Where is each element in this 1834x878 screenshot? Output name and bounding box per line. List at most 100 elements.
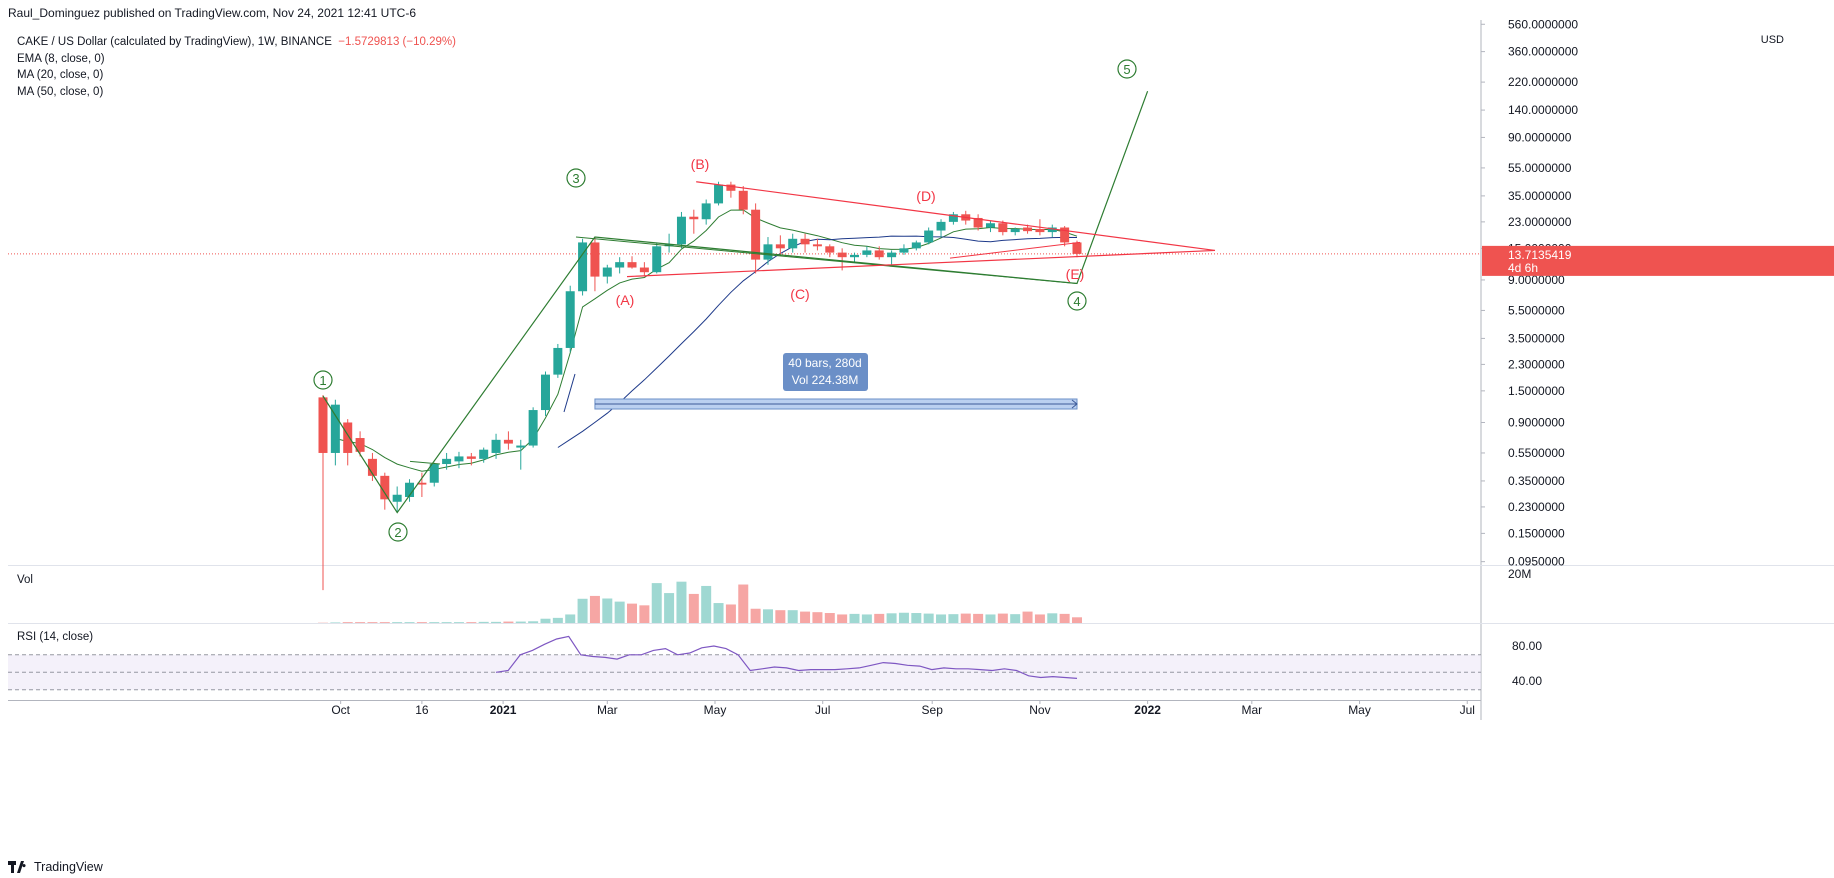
time-tick-label: 2022 bbox=[1134, 703, 1161, 717]
candle bbox=[738, 186, 748, 215]
candle bbox=[639, 262, 649, 277]
candle bbox=[503, 431, 513, 450]
volume-bar bbox=[812, 612, 823, 623]
volume-bar bbox=[1059, 613, 1070, 623]
candle-body bbox=[948, 214, 958, 222]
rsi-axis-label: 80.00 bbox=[1512, 639, 1542, 653]
current-price-value: 13.7135419 bbox=[1508, 248, 1572, 262]
volume-bar bbox=[367, 622, 378, 623]
candle-body bbox=[578, 242, 588, 292]
candle bbox=[726, 181, 736, 198]
candle bbox=[540, 371, 550, 416]
wave-label-5: 5 bbox=[1117, 59, 1137, 79]
volume-bar bbox=[1072, 617, 1082, 623]
candle-body bbox=[825, 246, 835, 253]
candle bbox=[516, 439, 526, 470]
candle bbox=[442, 452, 452, 470]
wave-label-2: 2 bbox=[388, 522, 408, 542]
volume-bar bbox=[800, 611, 811, 623]
candle bbox=[318, 395, 328, 591]
volume-bar bbox=[342, 622, 353, 623]
candle-body bbox=[565, 291, 575, 348]
candle bbox=[429, 462, 439, 487]
candle bbox=[664, 233, 674, 253]
volume-bar bbox=[787, 610, 798, 623]
time-tick-label: May bbox=[704, 703, 727, 717]
currency-unit[interactable]: USD bbox=[1760, 34, 1784, 46]
candle-body bbox=[689, 216, 699, 220]
volume-bar bbox=[701, 585, 712, 623]
triangle-upper-line bbox=[696, 181, 1216, 252]
volume-axis-label: 20M bbox=[1508, 567, 1531, 581]
volume-bar bbox=[849, 613, 860, 623]
price-tick-label: 0.0950000 bbox=[1508, 555, 1565, 569]
volume-bar bbox=[491, 621, 502, 623]
candle-body bbox=[985, 223, 995, 228]
triangle-label: (D) bbox=[916, 188, 935, 204]
candle bbox=[479, 447, 489, 463]
rsi-axis-label: 40.00 bbox=[1512, 674, 1542, 688]
candle bbox=[528, 407, 538, 448]
candle-body bbox=[343, 422, 353, 453]
candle bbox=[825, 244, 835, 258]
ma-50-line bbox=[563, 373, 576, 413]
measure-volume: Vol 224.38M bbox=[792, 373, 859, 387]
candle bbox=[850, 252, 860, 263]
volume-bar bbox=[973, 613, 984, 623]
price-tick-label: 2.3000000 bbox=[1508, 357, 1565, 371]
indicator-ema8[interactable]: EMA (8, close, 0) bbox=[17, 52, 105, 65]
candle-body bbox=[763, 244, 773, 260]
measure-bars-days: 40 bars, 280d bbox=[788, 356, 861, 370]
candle-body bbox=[911, 242, 921, 249]
candle-body bbox=[1035, 228, 1045, 233]
candle-body bbox=[850, 254, 860, 258]
volume-bar bbox=[379, 622, 390, 623]
indicator-ma50[interactable]: MA (50, close, 0) bbox=[17, 85, 104, 98]
candle-body bbox=[405, 482, 415, 497]
volume-bar bbox=[837, 614, 848, 623]
volume-bar bbox=[898, 612, 909, 623]
candle-body bbox=[367, 458, 377, 476]
price-tick-label: 360.0000000 bbox=[1508, 45, 1578, 59]
measure-tool: 40 bars, 280d Vol 224.38M bbox=[563, 353, 1078, 413]
volume-bar bbox=[936, 614, 947, 623]
candle-body bbox=[924, 230, 934, 243]
candle-body bbox=[516, 445, 526, 448]
candle-body bbox=[479, 449, 489, 459]
time-tick-label: 16 bbox=[415, 703, 429, 717]
wave-number: 3 bbox=[572, 171, 579, 186]
candle bbox=[751, 203, 761, 274]
current-price-tag-bg bbox=[1482, 245, 1834, 276]
volume-bar bbox=[330, 622, 341, 623]
wave-label-3: 3 bbox=[566, 168, 586, 188]
wave-label-1: 1 bbox=[313, 370, 333, 390]
candle bbox=[466, 452, 476, 466]
indicator-ma20[interactable]: MA (20, close, 0) bbox=[17, 69, 104, 81]
volume-bar bbox=[874, 613, 885, 623]
symbol-line[interactable]: CAKE / US Dollar (calculated by TradingV… bbox=[17, 34, 456, 51]
time-tick-label: Sep bbox=[922, 703, 944, 717]
candle-body bbox=[1060, 227, 1070, 243]
candle-body bbox=[318, 397, 328, 453]
rsi-pane-label[interactable]: RSI (14, close) bbox=[17, 631, 94, 643]
time-tick-label: 2021 bbox=[490, 703, 517, 717]
price-change: −1.5729813 (−10.29%) bbox=[338, 36, 456, 48]
volume-pane-label[interactable]: Vol bbox=[17, 574, 33, 586]
candle-body bbox=[837, 252, 847, 258]
volume-bar bbox=[627, 603, 638, 623]
price-tick-label: 35.0000000 bbox=[1508, 189, 1572, 203]
candle bbox=[405, 479, 415, 502]
candle bbox=[985, 220, 995, 233]
volume-bar bbox=[589, 595, 600, 623]
candle bbox=[627, 256, 637, 269]
candle-body bbox=[751, 209, 761, 260]
volume-bar bbox=[713, 603, 724, 623]
volume-bar bbox=[503, 621, 514, 623]
wave-circle bbox=[566, 168, 586, 188]
volume-bar bbox=[824, 613, 835, 623]
candle-body bbox=[528, 410, 538, 446]
tradingview-logo[interactable]: TradingView bbox=[8, 860, 103, 874]
symbol-info: CAKE / US Dollar (calculated by TradingV… bbox=[17, 36, 332, 48]
price-tick-label: 0.2300000 bbox=[1508, 500, 1565, 514]
